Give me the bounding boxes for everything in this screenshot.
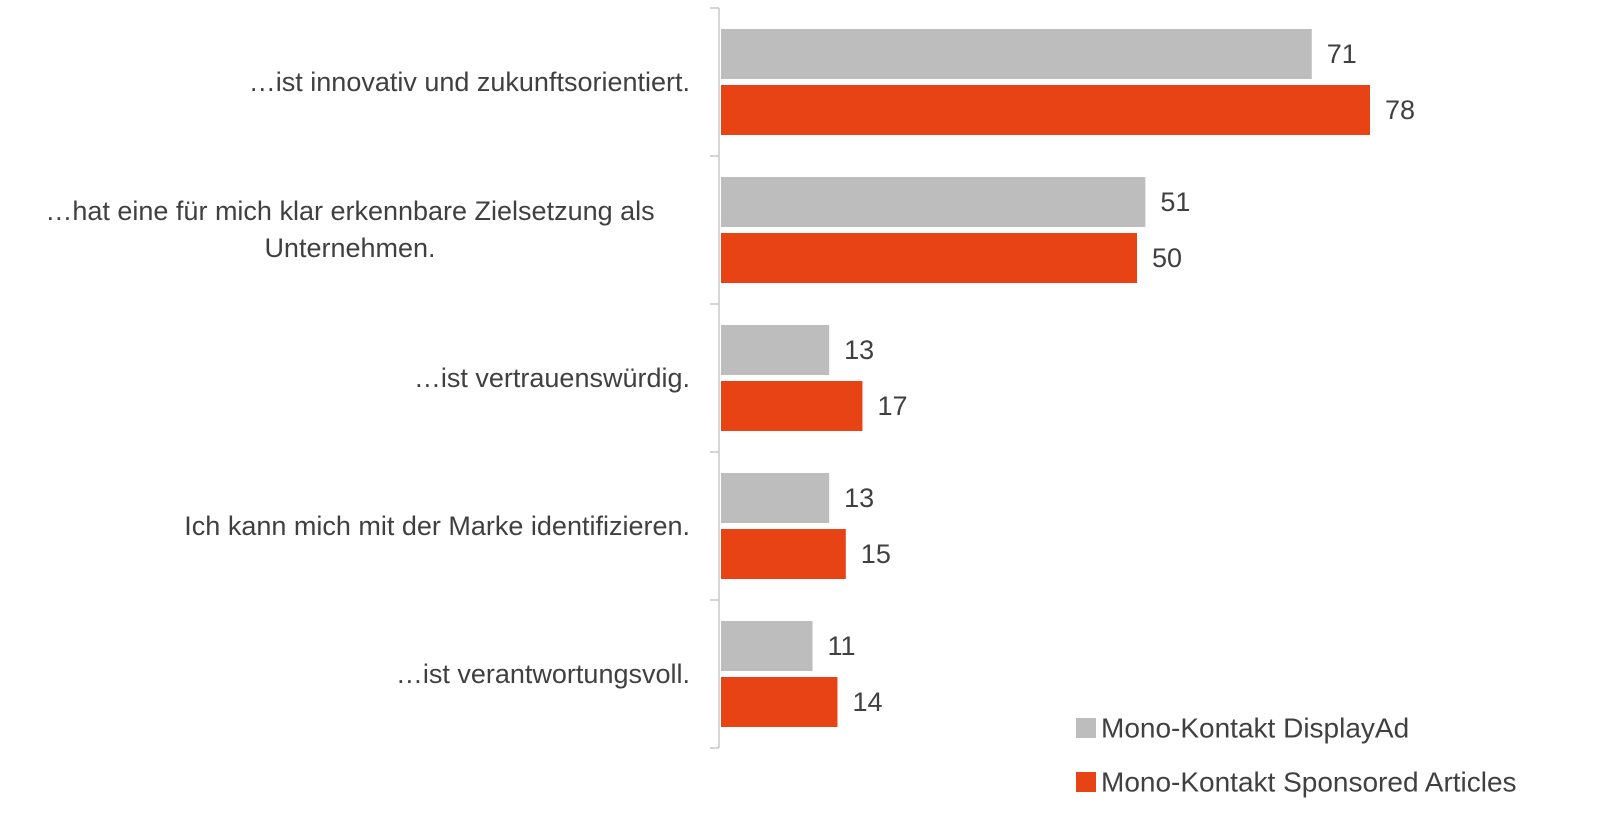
legend-label: Mono-Kontakt Sponsored Articles (1101, 766, 1517, 797)
value-label: 78 (1385, 95, 1415, 125)
legend-swatch (1076, 718, 1096, 738)
value-label: 17 (877, 391, 907, 421)
category-label: Ich kann mich mit der Marke identifizier… (184, 510, 690, 541)
category-label: …ist innovativ und zukunftsorientiert. (248, 66, 690, 97)
category-label-box: Ich kann mich mit der Marke identifizier… (0, 452, 690, 600)
legend-label: Mono-Kontakt DisplayAd (1101, 712, 1409, 743)
category-label: …hat eine für mich klar erkennbare Ziels… (45, 196, 655, 263)
value-label: 51 (1160, 187, 1190, 217)
bar (721, 325, 830, 375)
bar (721, 473, 830, 523)
value-label: 15 (861, 539, 891, 569)
category-label: …ist vertrauenswürdig. (413, 362, 690, 393)
value-label: 50 (1152, 243, 1182, 273)
value-label: 14 (852, 687, 882, 717)
bar (721, 233, 1138, 283)
category-label-box: …hat eine für mich klar erkennbare Ziels… (0, 156, 690, 304)
bar (721, 621, 813, 671)
category-label-box: …ist innovativ und zukunftsorientiert. (0, 8, 690, 156)
value-label: 13 (844, 483, 874, 513)
bar (721, 29, 1312, 79)
value-label: 13 (844, 335, 874, 365)
bar (721, 85, 1370, 135)
bar (721, 529, 846, 579)
bar (721, 381, 863, 431)
bar (721, 177, 1146, 227)
value-label: 71 (1327, 39, 1357, 69)
bar (721, 677, 838, 727)
category-label: …ist verantwortungsvoll. (395, 658, 690, 689)
category-label-box: …ist vertrauenswürdig. (0, 304, 690, 452)
value-label: 11 (828, 631, 856, 661)
legend-swatch (1076, 772, 1096, 792)
category-label-box: …ist verantwortungsvoll. (0, 600, 690, 748)
